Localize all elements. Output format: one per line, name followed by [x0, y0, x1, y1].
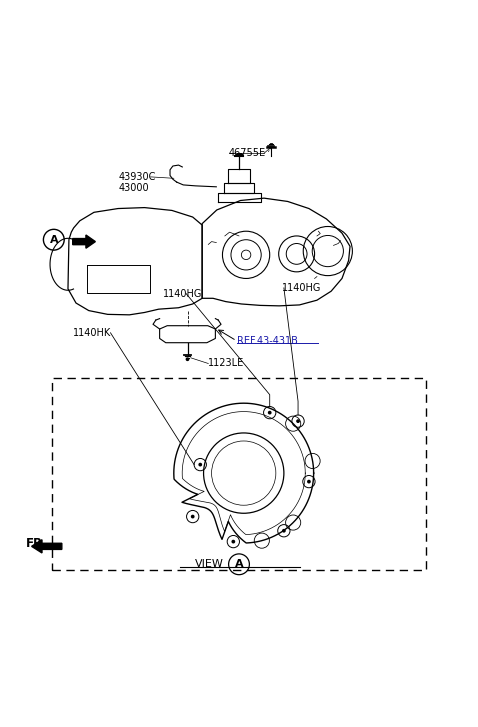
Circle shape	[191, 515, 195, 518]
Circle shape	[185, 358, 189, 361]
FancyArrow shape	[73, 235, 96, 248]
Text: 1123LE: 1123LE	[208, 358, 245, 369]
Circle shape	[307, 480, 311, 483]
Circle shape	[198, 462, 202, 467]
Circle shape	[268, 411, 272, 414]
Text: VIEW: VIEW	[195, 559, 224, 569]
Text: 1140HG: 1140HG	[282, 283, 321, 293]
Text: 1140HK: 1140HK	[73, 328, 111, 338]
FancyArrow shape	[32, 539, 62, 553]
Text: REF.43-431B: REF.43-431B	[237, 336, 297, 346]
Text: 43000: 43000	[119, 182, 149, 193]
Text: 46755E: 46755E	[228, 148, 266, 158]
Text: A: A	[50, 235, 58, 245]
Text: 1140HG: 1140HG	[163, 289, 203, 299]
Bar	[53, 377, 425, 571]
Text: FR.: FR.	[25, 537, 47, 550]
Text: 43930C: 43930C	[119, 172, 156, 182]
Circle shape	[231, 539, 235, 544]
Circle shape	[296, 419, 300, 423]
Circle shape	[282, 529, 286, 533]
Circle shape	[241, 250, 251, 260]
Text: A: A	[235, 559, 243, 569]
